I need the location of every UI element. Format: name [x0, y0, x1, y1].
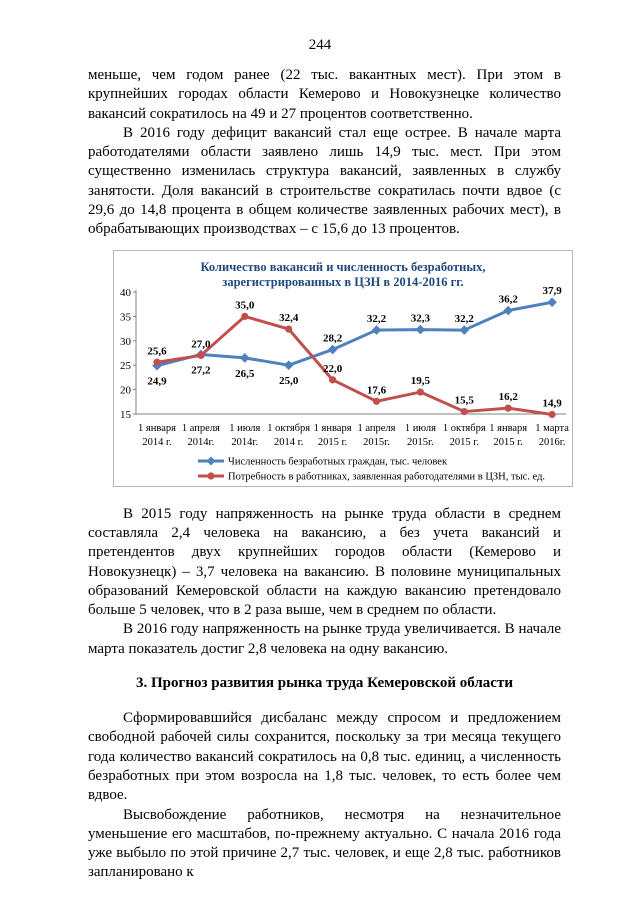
- data-label: 37,9: [542, 285, 562, 297]
- x-category-label-line1: 1 марта: [535, 423, 569, 434]
- data-label: 24,9: [147, 375, 167, 387]
- series-1-marker: [416, 388, 424, 396]
- x-category-label-line2: 2015 г.: [450, 437, 479, 448]
- y-tick-label: 40: [120, 287, 132, 299]
- x-category-label-line1: 1 июля: [229, 423, 260, 434]
- data-label: 25,6: [147, 345, 167, 357]
- series-0-marker: [371, 324, 382, 335]
- data-label: 28,2: [323, 332, 343, 344]
- y-tick-label: 30: [120, 335, 132, 347]
- y-tick-label: 15: [120, 409, 132, 421]
- x-category-label-line1: 1 января: [489, 423, 527, 434]
- data-label: 27,2: [191, 364, 211, 376]
- series-0-marker: [415, 324, 426, 335]
- x-category-label-line1: 1 апреля: [358, 423, 396, 434]
- series-1-marker: [548, 410, 556, 418]
- data-label: 27,0: [191, 338, 211, 350]
- series-1-marker: [153, 358, 161, 366]
- series-line-1: [155, 314, 554, 416]
- series-0-marker: [327, 344, 338, 355]
- x-category-label-line2: 2015 г.: [494, 437, 523, 448]
- x-category-label-line2: 2014 г.: [274, 437, 303, 448]
- series-0-marker: [239, 352, 250, 363]
- x-category-label-line2: 2014г.: [231, 437, 258, 448]
- x-category-label-line1: 1 октября: [267, 423, 310, 434]
- chart-title-line1: Количество вакансий и численность безраб…: [200, 260, 485, 274]
- data-label: 14,9: [542, 397, 562, 409]
- y-tick-label: 25: [120, 360, 132, 372]
- x-category-label-line1: 1 октября: [443, 423, 486, 434]
- y-tick-label: 20: [120, 384, 132, 396]
- x-category-label-line1: 1 июля: [405, 423, 436, 434]
- x-category-label-line1: 1 января: [138, 423, 176, 434]
- series-1-marker: [285, 325, 293, 333]
- chart-title-line2: зарегистрированных в ЦЗН в 2014-2016 гг.: [222, 275, 463, 289]
- data-label: 36,2: [499, 293, 519, 305]
- data-label: 17,6: [367, 384, 387, 396]
- data-label: 19,5: [411, 375, 431, 387]
- data-label: 15,5: [455, 394, 475, 406]
- data-label: 26,5: [235, 368, 255, 380]
- series-1-marker: [460, 407, 468, 415]
- x-category-label-line1: 1 апреля: [182, 423, 220, 434]
- series-0-marker: [503, 305, 514, 316]
- series-0-marker: [283, 360, 294, 370]
- series-1-marker: [241, 312, 249, 320]
- x-category-label-line1: 1 января: [314, 423, 352, 434]
- y-tick-label: 35: [120, 311, 132, 323]
- series-line-0: [155, 300, 554, 367]
- paragraph-imbalance: Сформировавшийся дисбаланс между спросом…: [88, 710, 561, 804]
- chart-canvas: Количество вакансий и численность безраб…: [120, 260, 569, 483]
- x-category-label-line2: 2015г.: [407, 437, 434, 448]
- page-number: 244: [308, 37, 332, 53]
- data-label: 22,0: [323, 363, 343, 375]
- paragraph-2015-tension: В 2015 году напряженность на рынке труда…: [88, 505, 561, 619]
- legend-label-1: Потребность в работниках, заявленная раб…: [228, 471, 545, 482]
- x-category-label-line2: 2015г.: [363, 437, 390, 448]
- paragraph-2016-tension: В 2016 году напряженность на рынке труда…: [88, 621, 561, 657]
- data-label: 16,2: [499, 391, 519, 403]
- section-heading-forecast: 3. Прогноз развития рынка труда Кемеровс…: [136, 675, 513, 692]
- vacancies-unemployed-chart: Количество вакансий и численность безраб…: [113, 249, 573, 487]
- page-content: меньше, чем годом ранее (22 тыс. вакантн…: [88, 66, 573, 883]
- data-label: 25,0: [279, 375, 299, 387]
- legend-label-0: Численность безработных граждан, тыс. че…: [228, 456, 448, 467]
- series-1-marker: [197, 351, 205, 359]
- paragraph-2016-deficit: В 2016 году дефицит вакансий стал еще ос…: [88, 124, 561, 238]
- x-category-label-line2: 2014г.: [188, 437, 215, 448]
- legend-marker-1: [207, 472, 215, 480]
- data-label: 32,2: [367, 313, 387, 325]
- series-0-marker: [547, 297, 557, 307]
- series-1-marker: [372, 397, 381, 405]
- series-0-marker: [459, 324, 470, 335]
- series-1-marker: [329, 375, 337, 384]
- data-label: 35,0: [235, 299, 255, 311]
- x-category-label-line2: 2015 г.: [318, 437, 347, 448]
- legend-marker-0: [206, 456, 216, 466]
- x-category-label-line2: 2016г.: [539, 437, 566, 448]
- data-label: 32,3: [411, 312, 431, 324]
- paragraph-layoffs: Высвобождение работников, несмотря на не…: [88, 806, 561, 881]
- x-category-label-line2: 2014 г.: [142, 437, 171, 448]
- data-label: 32,4: [279, 312, 299, 324]
- data-label: 32,2: [455, 313, 475, 325]
- paragraph-vacancies-prev-year: меньше, чем годом ранее (22 тыс. вакантн…: [88, 67, 561, 122]
- series-1-marker: [504, 404, 512, 412]
